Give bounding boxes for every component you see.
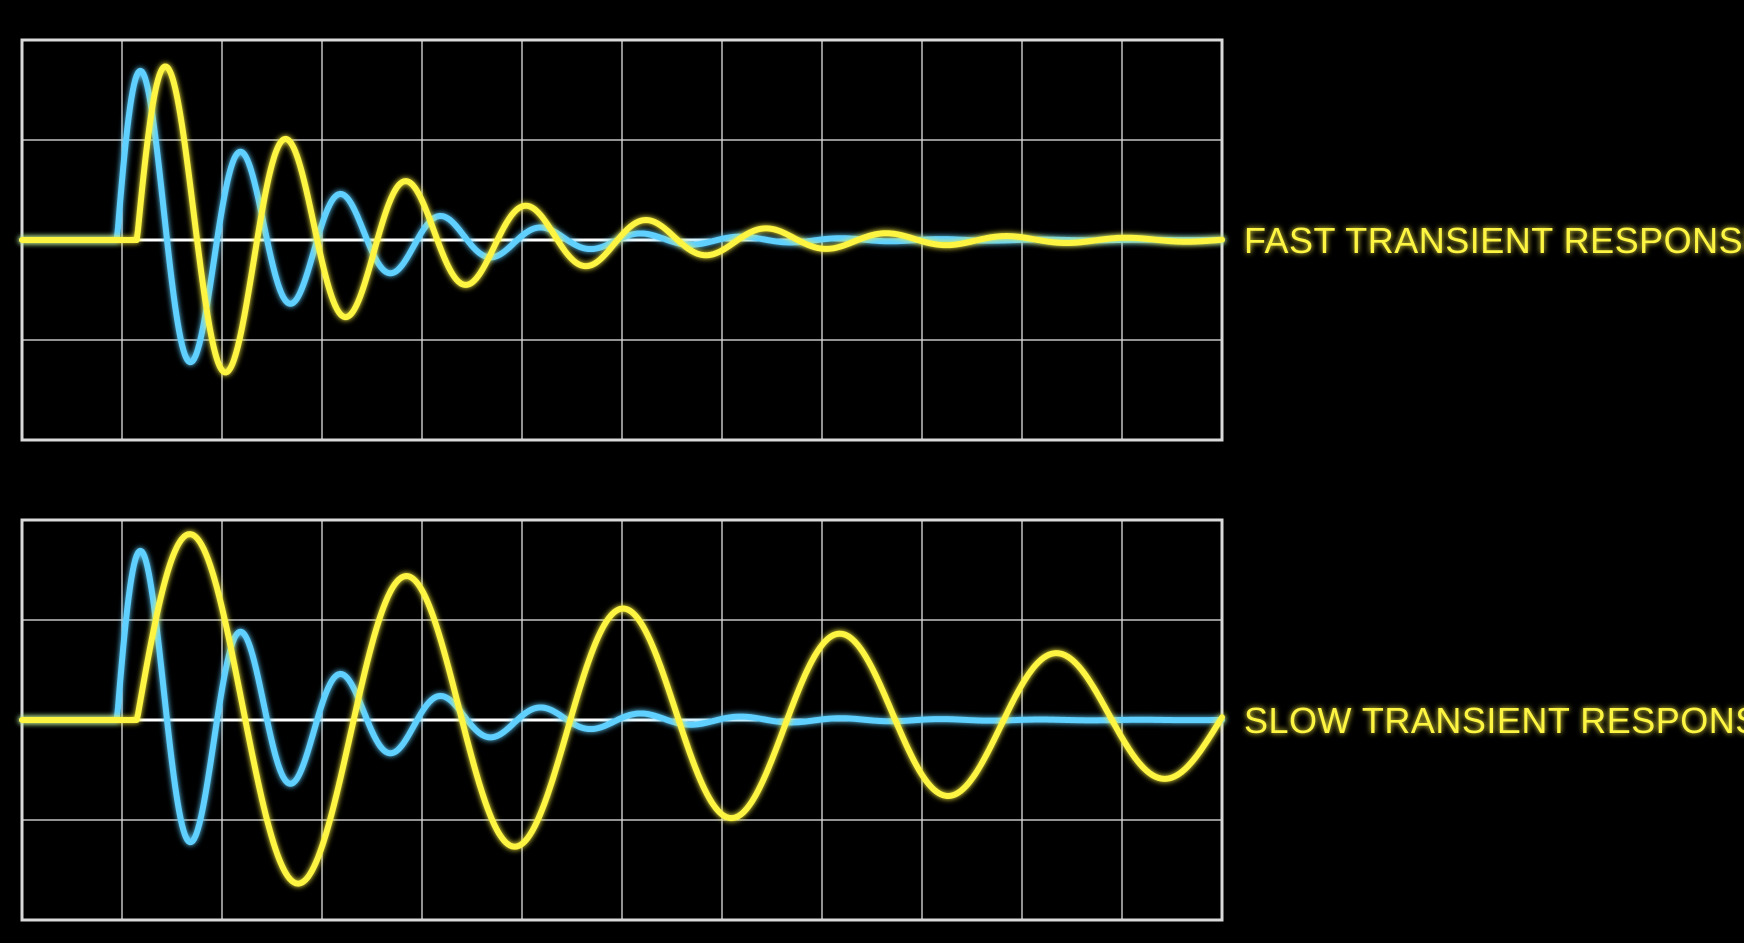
response-trace-line: [19, 63, 1225, 376]
slow-transient-label: SLOW TRANSIENT RESPONSE: [1244, 700, 1744, 741]
slow-response-panel: SLOW TRANSIENT RESPONSE: [19, 518, 1744, 922]
slow-panel-traces: [19, 531, 1225, 887]
response-trace-line: [19, 531, 1225, 887]
fast-transient-label: FAST TRANSIENT RESPONSE: [1244, 220, 1744, 261]
reference-trace-line: [19, 547, 1225, 846]
fast-response-panel: FAST TRANSIENT RESPONSE: [19, 38, 1744, 442]
fast-panel-traces: [19, 63, 1225, 376]
